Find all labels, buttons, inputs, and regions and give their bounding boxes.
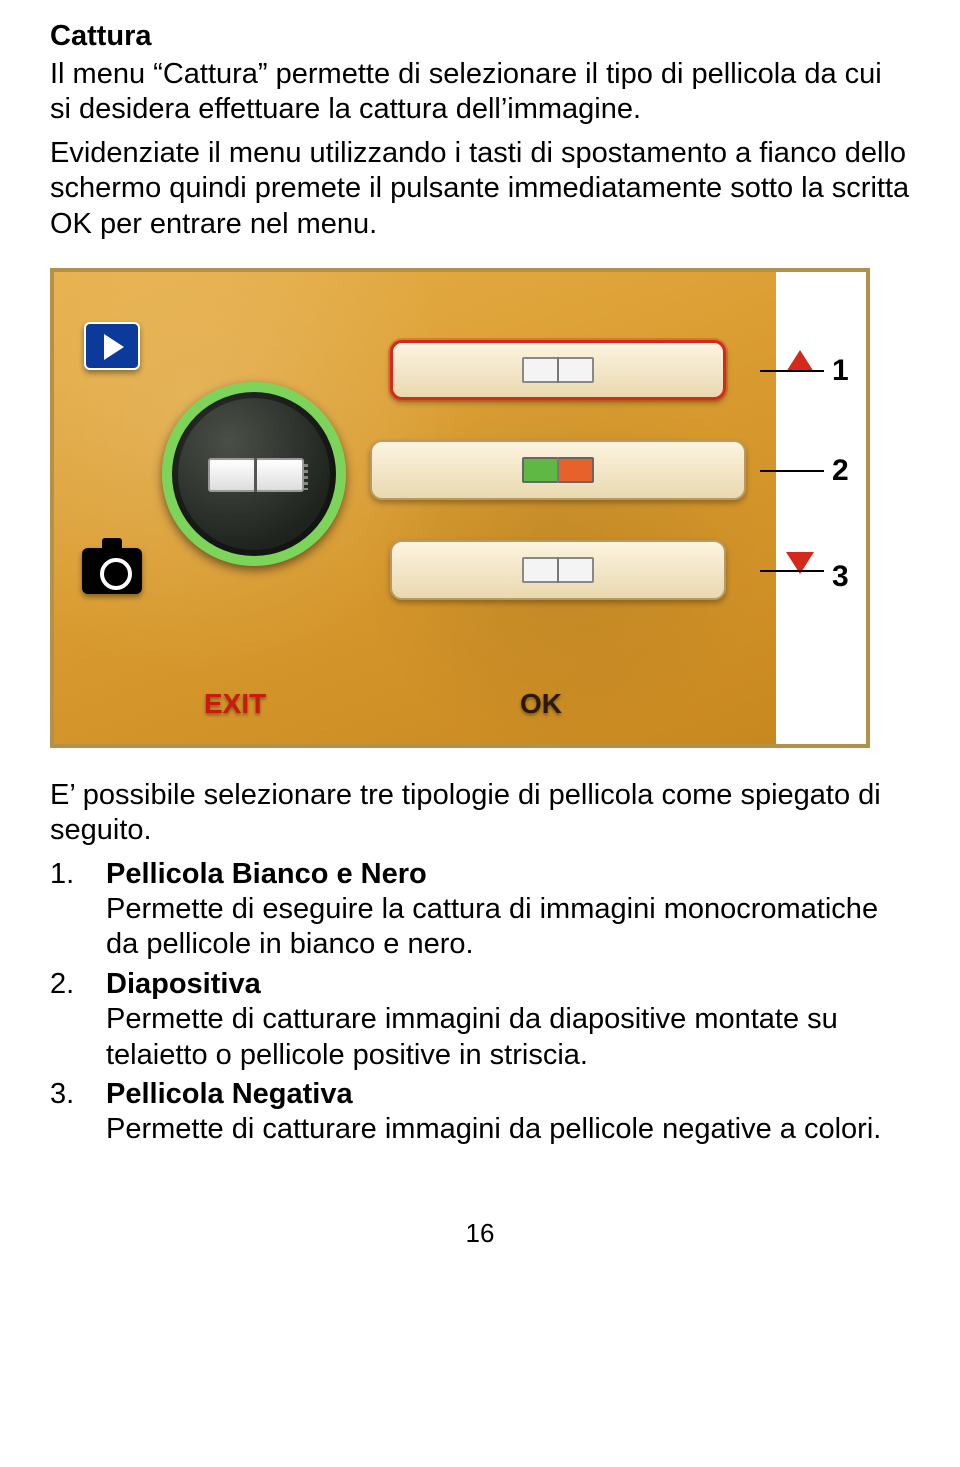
section-heading: Cattura [50, 20, 910, 53]
list-item: 2. Diapositiva Permette di catturare imm… [50, 967, 910, 1073]
camera-icon [82, 548, 142, 594]
figure-container: EXIT OK 1 2 3 [50, 268, 910, 748]
film-option-3 [390, 540, 726, 600]
intro-paragraph-1: Il menu “Cattura” permette di selezionar… [50, 57, 910, 128]
list-item-title: Pellicola Bianco e Nero [106, 857, 910, 892]
callout-line [760, 570, 824, 572]
list-item-body: Permette di catturare immagini da diapos… [106, 1002, 910, 1073]
device-screen-figure: EXIT OK 1 2 3 [50, 268, 870, 748]
post-figure-paragraph: E’ possibile selezionare tre tipologie d… [50, 778, 910, 849]
film-type-list: 1. Pellicola Bianco e Nero Permette di e… [50, 857, 910, 1148]
callout-number-3: 3 [832, 560, 849, 594]
ok-label: OK [520, 688, 562, 720]
intro-paragraph-2: Evidenziate il menu utilizzando i tasti … [50, 136, 910, 242]
callout-line [760, 370, 824, 372]
list-item-body: Permette di eseguire la cattura di immag… [106, 892, 910, 963]
callout-line [760, 470, 824, 472]
list-item-title: Diapositiva [106, 967, 910, 1002]
callout-number-1: 1 [832, 354, 849, 388]
exit-label: EXIT [204, 688, 266, 720]
list-number: 2. [50, 967, 106, 1073]
page-number: 16 [50, 1218, 910, 1249]
dial-film-icon [208, 458, 304, 492]
play-icon [84, 322, 140, 370]
arrow-up-icon [786, 350, 814, 372]
screen-background: EXIT OK [54, 272, 776, 744]
list-number: 1. [50, 857, 106, 963]
film-option-2 [370, 440, 746, 500]
film-thumb-bw-icon [522, 357, 594, 383]
callout-number-2: 2 [832, 454, 849, 488]
film-thumb-color-icon [522, 457, 594, 483]
list-item: 3. Pellicola Negativa Permette di cattur… [50, 1077, 910, 1148]
list-item-body: Permette di catturare immagini da pellic… [106, 1112, 910, 1147]
callout-panel: 1 2 3 [776, 272, 866, 744]
list-number: 3. [50, 1077, 106, 1148]
mode-dial [162, 382, 346, 566]
list-item-title: Pellicola Negativa [106, 1077, 910, 1112]
list-item: 1. Pellicola Bianco e Nero Permette di e… [50, 857, 910, 963]
film-option-1 [390, 340, 726, 400]
film-thumb-bw-icon [522, 557, 594, 583]
